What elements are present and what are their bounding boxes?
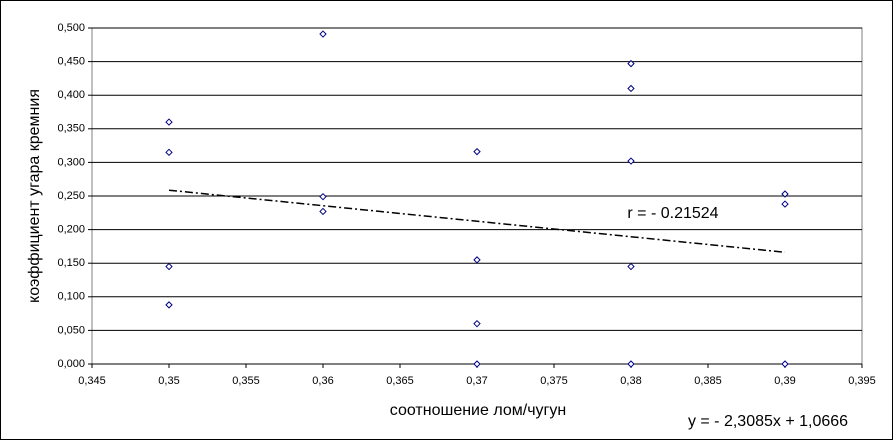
data-point — [319, 30, 327, 38]
data-point — [627, 360, 635, 368]
y-tick-label: 0,350 — [57, 123, 85, 135]
data-point — [627, 59, 635, 68]
data-point — [627, 157, 635, 165]
data-point — [319, 192, 327, 201]
x-tick-label: 0,36 — [312, 375, 333, 387]
y-tick-label: 0,450 — [57, 56, 85, 68]
y-tick-label: 0,000 — [57, 358, 85, 370]
data-point — [627, 84, 635, 93]
x-tick-label: 0,345 — [78, 375, 106, 387]
data-point — [165, 262, 173, 271]
y-tick-label: 0,250 — [57, 190, 85, 202]
data-point — [165, 301, 173, 309]
data-point — [781, 190, 789, 198]
x-tick-label: 0,37 — [466, 375, 487, 387]
y-tick-label: 0,300 — [57, 156, 85, 168]
x-tick-label: 0,35 — [158, 375, 179, 387]
data-point — [473, 256, 481, 264]
x-tick-label: 0,355 — [232, 375, 260, 387]
y-tick-label: 0,050 — [57, 324, 85, 336]
y-tick-label: 0,400 — [57, 89, 85, 101]
x-tick-label: 0,38 — [620, 375, 641, 387]
trendline — [168, 189, 786, 254]
data-point — [319, 207, 327, 216]
data-point — [473, 319, 481, 328]
y-tick-label: 0,500 — [57, 22, 85, 34]
data-point — [165, 148, 173, 157]
data-point — [473, 360, 481, 368]
y-axis-label: коэффициент угара кремния — [26, 89, 43, 303]
y-tick-label: 0,200 — [57, 224, 85, 236]
data-point — [781, 360, 789, 368]
trendline-equation: y = - 2,3085x + 1,0666 — [688, 413, 848, 430]
x-tick-label: 0,365 — [386, 375, 414, 387]
data-point — [781, 200, 789, 208]
data-point — [473, 147, 481, 156]
x-tick-label: 0,385 — [694, 375, 722, 387]
x-tick-label: 0,39 — [774, 375, 795, 387]
data-point — [165, 118, 173, 126]
y-tick-label: 0,100 — [57, 291, 85, 303]
data-point — [627, 262, 635, 271]
correlation-label: r = - 0.21524 — [627, 205, 718, 222]
x-axis-label: соотношение лом/чугун — [390, 402, 566, 419]
x-tick-label: 0,395 — [848, 375, 876, 387]
y-tick-label: 0,150 — [57, 257, 85, 269]
x-tick-label: 0,375 — [540, 375, 568, 387]
